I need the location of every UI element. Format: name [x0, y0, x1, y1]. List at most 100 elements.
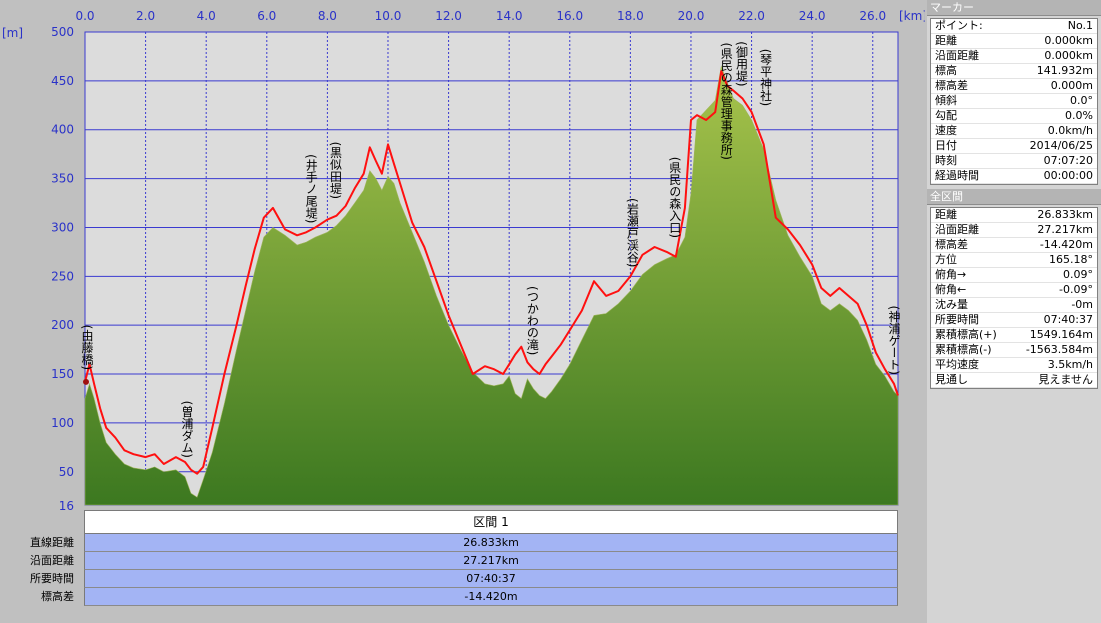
- section-value-time: 07:40:37: [84, 570, 898, 588]
- total-info-row: 俯角→ 0.09°: [931, 268, 1097, 283]
- section-table: 区間 1 26.833km 27.217km 07:40:37 -14.420m: [84, 510, 898, 606]
- marker-info-value: No.1: [1067, 19, 1093, 32]
- section-label-surface: 沿面距離: [30, 554, 74, 567]
- total-info-value: 165.18°: [1049, 253, 1093, 266]
- marker-pane-title: マーカー: [927, 0, 1101, 16]
- marker-info-value: 0.0°: [1070, 94, 1093, 107]
- section-label-elev-diff: 標高差: [41, 590, 74, 603]
- marker-info-value: 2014/06/25: [1029, 139, 1093, 152]
- x-tick-label: 8.0: [318, 9, 337, 23]
- total-info-key: 俯角←: [935, 283, 967, 296]
- total-info-value: 26.833km: [1037, 208, 1093, 221]
- y-tick-label: 450: [51, 74, 74, 88]
- y-tick-label: 150: [51, 367, 74, 381]
- x-tick-label: 0.0: [75, 9, 94, 23]
- total-info-table: 距離 26.833km 沿面距離 27.217km 標高差 -14.420m 方位 165.1…: [930, 207, 1098, 389]
- marker-info-value: 0.0km/h: [1047, 124, 1093, 137]
- total-info-value: 見えません: [1038, 373, 1093, 386]
- marker-info-value: 07:07:20: [1043, 154, 1093, 167]
- y-tick-label: 250: [51, 269, 74, 283]
- marker-info-row: 傾斜 0.0°: [931, 94, 1097, 109]
- waypoint-annotation: (御用堤): [734, 41, 748, 86]
- marker-info-key: 標高: [935, 64, 957, 77]
- y-tick-label: 350: [51, 172, 74, 186]
- info-panel: マーカー ポイント: No.1 距離 0.000km 沿面距離 0.000km 標高 141.…: [927, 0, 1101, 623]
- terrain-area-series: [84, 65, 899, 506]
- y-axis-ticks: 500 450 400 350 300 250 200 150 100 50: [51, 25, 74, 479]
- x-axis-ticks: 0.0 2.0 4.0 6.0 8.0 10.0 12.0 14.0 16.0 18.0 20.0 2…: [75, 9, 886, 23]
- total-info-row: 平均速度 3.5km/h: [931, 358, 1097, 373]
- x-unit-label: [km]: [899, 9, 925, 23]
- marker-info-row: 勾配 0.0%: [931, 109, 1097, 124]
- total-info-value: -14.420m: [1039, 238, 1093, 251]
- x-tick-label: 24.0: [799, 9, 826, 23]
- section-label-time: 所要時間: [30, 572, 74, 585]
- total-info-row: 見通し 見えません: [931, 373, 1097, 388]
- total-info-key: 俯角→: [935, 268, 967, 281]
- y-tick-label: 400: [51, 123, 74, 137]
- total-pane-title: 全区間: [927, 189, 1101, 205]
- marker-info-table: ポイント: No.1 距離 0.000km 沿面距離 0.000km 標高 141.932m 標…: [930, 18, 1098, 185]
- marker-info-key: 勾配: [935, 109, 957, 122]
- waypoint-annotation: (県民の森管理事務所): [719, 43, 733, 160]
- x-tick-label: 2.0: [136, 9, 155, 23]
- elevation-line-series: [83, 70, 899, 475]
- total-info-value: 1549.164m: [1029, 328, 1093, 341]
- x-tick-label: 22.0: [738, 9, 765, 23]
- total-info-row: 標高差 -14.420m: [931, 238, 1097, 253]
- x-tick-label: 16.0: [556, 9, 583, 23]
- elevation-chart: (由藤橋) (曽浦ダム) (井手ノ尾堤) (黒似田堤) (つかわの滝) (岩瀬戸渓谷) (県…: [2, 9, 925, 510]
- total-info-value: -1563.584m: [1025, 343, 1093, 356]
- total-info-key: 方位: [935, 253, 957, 266]
- total-info-row: 所要時間 07:40:37: [931, 313, 1097, 328]
- x-tick-label: 20.0: [678, 9, 705, 23]
- y-tick-label: 200: [51, 318, 74, 332]
- section-value-surface: 27.217km: [84, 552, 898, 570]
- marker-info-row: 標高 141.932m: [931, 64, 1097, 79]
- total-info-key: 標高差: [935, 238, 968, 251]
- waypoint-annotation: (井手ノ尾堤): [304, 154, 318, 223]
- elevation-line: [84, 70, 899, 475]
- total-info-key: 所要時間: [935, 313, 979, 326]
- x-tick-label: 6.0: [257, 9, 276, 23]
- total-info-value: -0.09°: [1059, 283, 1093, 296]
- total-info-value: 0.09°: [1063, 268, 1093, 281]
- waypoint-annotation: (曽浦ダム): [180, 401, 194, 458]
- marker-info-row: 沿面距離 0.000km: [931, 49, 1097, 64]
- marker-info-value: 0.000km: [1044, 34, 1093, 47]
- marker-info-value: 0.000km: [1044, 49, 1093, 62]
- start-point-marker[interactable]: [83, 378, 89, 385]
- marker-info-row: ポイント: No.1: [931, 19, 1097, 34]
- waypoint-annotation: (由藤橋): [80, 325, 94, 370]
- waypoint-annotation: (つかわの滝): [525, 286, 539, 355]
- section-value-elev-diff: -14.420m: [84, 588, 898, 606]
- total-info-key: 累積標高(-): [935, 343, 992, 356]
- x-tick-label: 14.0: [496, 9, 523, 23]
- annotation-labels: (由藤橋) (曽浦ダム) (井手ノ尾堤) (黒似田堤) (つかわの滝) (岩瀬戸渓谷) (県…: [80, 41, 901, 458]
- total-info-key: 平均速度: [935, 358, 979, 371]
- section-label-straight: 直線距離: [30, 536, 74, 549]
- marker-info-key: 速度: [935, 124, 957, 137]
- section-header[interactable]: 区間 1: [84, 510, 898, 534]
- marker-info-row: 標高差 0.000m: [931, 79, 1097, 94]
- y-tick-label: 300: [51, 220, 74, 234]
- marker-info-key: 日付: [935, 139, 957, 152]
- waypoint-annotation: (黒似田堤): [328, 142, 342, 199]
- section-row-labels: 直線距離 沿面距離 所要時間 標高差: [0, 534, 80, 606]
- marker-info-key: 沿面距離: [935, 49, 979, 62]
- total-info-row: 方位 165.18°: [931, 253, 1097, 268]
- y-tick-label: 500: [51, 25, 74, 39]
- marker-info-key: 時刻: [935, 154, 957, 167]
- y-unit-label: [m]: [2, 26, 23, 40]
- total-info-row: 累積標高(-) -1563.584m: [931, 343, 1097, 358]
- marker-info-key: 標高差: [935, 79, 968, 92]
- marker-info-value: 0.0%: [1065, 109, 1093, 122]
- y-min-label: 16: [59, 499, 74, 510]
- total-info-key: 累積標高(+): [935, 328, 997, 341]
- total-info-key: 沿面距離: [935, 223, 979, 236]
- total-info-row: 距離 26.833km: [931, 208, 1097, 223]
- terrain-area: [84, 65, 899, 506]
- x-tick-label: 4.0: [197, 9, 216, 23]
- marker-info-key: 傾斜: [935, 94, 957, 107]
- marker-info-key: 距離: [935, 34, 957, 47]
